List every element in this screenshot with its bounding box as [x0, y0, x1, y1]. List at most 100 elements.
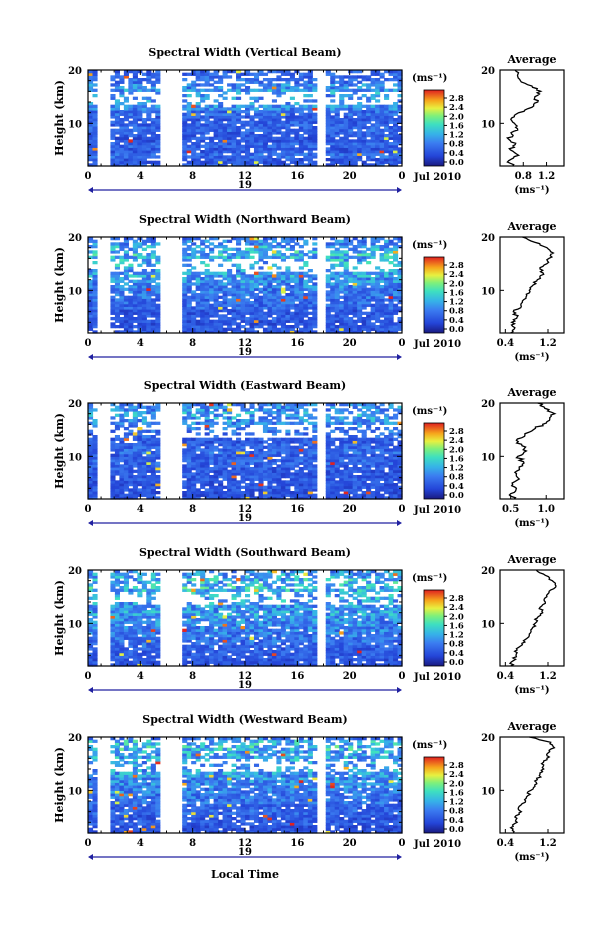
heatmap-cell: [204, 311, 210, 315]
heatmap-cell: [182, 253, 188, 257]
heatmap-cell: [141, 456, 147, 460]
heatmap-cell: [146, 453, 152, 457]
heatmap-cell: [245, 247, 251, 251]
heatmap-cell: [137, 469, 143, 473]
heatmap-cell: [330, 94, 336, 98]
heatmap-cell: [141, 287, 147, 291]
heatmap-cell: [262, 237, 269, 241]
heatmap-cell: [303, 295, 309, 299]
heatmap-cell: [280, 488, 286, 492]
heatmap-cell: [253, 437, 260, 441]
heatmap-cell: [258, 469, 264, 473]
heatmap-cell: [141, 411, 147, 415]
heatmap-cell: [155, 403, 161, 407]
heatmap-cell: [249, 163, 255, 167]
heatmap-cell: [294, 120, 300, 124]
heatmap-cell: [294, 416, 300, 420]
heatmap-cell: [289, 311, 295, 315]
heatmap-cell: [280, 160, 286, 164]
heatmap-cell: [334, 491, 340, 495]
heatmap-cell: [195, 160, 201, 164]
heatmap-cell: [209, 403, 215, 407]
heatmap-cell: [132, 160, 138, 164]
heatmap-cell: [195, 147, 201, 151]
heatmap-cell: [128, 279, 134, 283]
x-tick-label: 8: [189, 338, 196, 349]
heatmap-cell: [182, 139, 188, 143]
heatmap-cell: [334, 488, 340, 492]
heatmap-cell: [361, 419, 367, 423]
heatmap-cell: [303, 88, 309, 92]
heatmap-cell: [271, 250, 277, 254]
heatmap-cell: [209, 459, 215, 463]
heatmap-cell: [186, 285, 192, 289]
heatmap-cell: [366, 107, 372, 111]
heatmap-cell: [357, 115, 363, 119]
heatmap-cell: [330, 80, 336, 84]
heatmap-cell: [361, 405, 367, 409]
heatmap-cell: [195, 469, 201, 473]
heatmap-cell: [209, 75, 215, 79]
heatmap-cell: [330, 75, 336, 79]
heatmap-cell: [92, 245, 98, 249]
heatmap-cell: [128, 285, 134, 289]
heatmap-cell: [222, 461, 228, 465]
heatmap-cell: [253, 453, 260, 457]
heatmap-cell: [209, 255, 215, 259]
heatmap-cell: [375, 83, 381, 87]
heatmap-cell: [397, 293, 403, 297]
heatmap-cell: [361, 83, 367, 87]
heatmap-cell: [325, 110, 331, 114]
heatmap-cell: [379, 301, 385, 305]
heatmap-cell: [155, 128, 161, 132]
heatmap-cell: [294, 131, 300, 135]
heatmap-cell: [141, 123, 147, 127]
heatmap-cell: [204, 80, 210, 84]
heatmap-cell: [352, 309, 358, 313]
heatmap-cell: [191, 160, 197, 164]
heatmap-cell: [343, 311, 349, 315]
heatmap-cell: [352, 448, 358, 452]
heatmap-cell: [343, 282, 349, 286]
heatmap-cell: [312, 88, 318, 92]
heatmap-cell: [240, 120, 246, 124]
heatmap-cell: [204, 271, 210, 275]
heatmap-cell: [325, 443, 331, 447]
heatmap-cell: [357, 80, 363, 84]
heatmap-cell: [375, 107, 381, 111]
heatmap-cell: [397, 136, 403, 140]
heatmap-cell: [245, 115, 251, 119]
heatmap-cell: [213, 285, 219, 289]
heatmap-cell: [150, 303, 156, 307]
heatmap-cell: [222, 427, 228, 431]
heatmap-cell: [204, 163, 210, 167]
heatmap-cell: [271, 411, 277, 415]
heatmap-cell: [195, 120, 201, 124]
heatmap-cell: [200, 403, 206, 407]
heatmap-cell: [276, 242, 282, 246]
heatmap-cell: [218, 282, 224, 286]
heatmap-cell: [285, 287, 291, 291]
heatmap-cell: [204, 263, 210, 267]
heatmap-cell: [366, 491, 372, 495]
heatmap-cell: [213, 325, 219, 329]
heatmap-cell: [307, 150, 313, 154]
heatmap-cell: [186, 330, 192, 334]
heatmap-cell: [267, 469, 273, 473]
heatmap-cell: [231, 475, 237, 479]
heatmap-cell: [227, 480, 233, 484]
heatmap-cell: [276, 467, 282, 471]
heatmap-cell: [240, 443, 246, 447]
heatmap-cell: [155, 314, 161, 318]
heatmap-cell: [253, 80, 260, 84]
heatmap-cell: [375, 285, 381, 289]
heatmap-cell: [312, 274, 318, 278]
heatmap-cell: [307, 319, 313, 323]
heatmap-cell: [218, 483, 224, 487]
x-tick-label: 0: [399, 171, 406, 182]
heatmap-cell: [375, 317, 381, 321]
heatmap-cell: [128, 290, 134, 294]
heatmap-cell: [146, 70, 152, 74]
heatmap-cell: [128, 448, 134, 452]
heatmap-cell: [195, 445, 201, 449]
